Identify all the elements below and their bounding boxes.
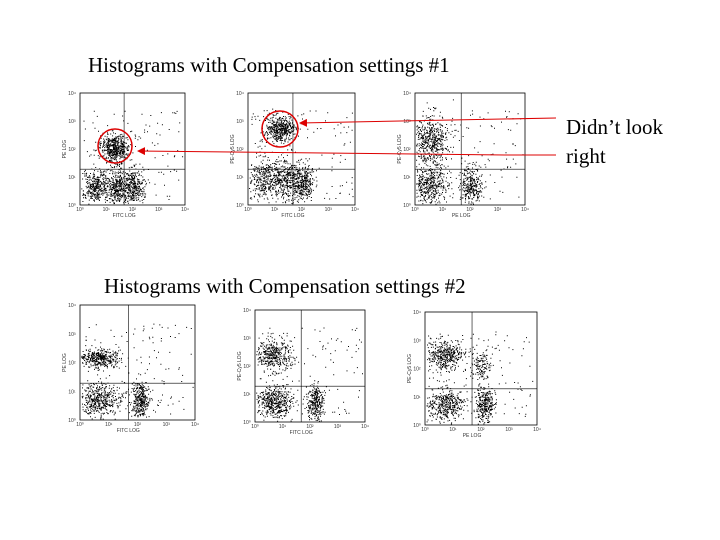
- y-axis-label: PE-Cy5 LOG: [230, 134, 236, 163]
- y-tick-label: 10⁰: [403, 203, 411, 209]
- events: [81, 110, 184, 205]
- x-tick-label: 10⁴: [181, 207, 189, 213]
- x-tick-label: 10⁰: [76, 207, 84, 213]
- x-tick-label: 10²: [306, 424, 314, 430]
- arrow: [299, 117, 557, 127]
- y-tick-label: 10⁴: [68, 91, 76, 97]
- y-tick-label: 10³: [68, 119, 76, 125]
- x-tick-label: 10²: [129, 207, 137, 213]
- plot-frame: [414, 92, 526, 206]
- x-tick-label: 10⁴: [351, 207, 359, 213]
- x-tick-label: 10¹: [105, 422, 113, 428]
- highlight-circle: [97, 128, 133, 164]
- annotation: Didn’t look: [566, 115, 664, 139]
- x-tick-label: 10⁰: [421, 427, 429, 433]
- x-tick-label: 10⁴: [191, 422, 199, 428]
- x-axis-label: FITC LOG: [290, 430, 313, 436]
- events: [426, 331, 534, 425]
- x-tick-label: 10⁰: [244, 207, 252, 213]
- x-tick-label: 10¹: [103, 207, 111, 213]
- x-tick-label: 10¹: [271, 207, 279, 213]
- y-tick-label: 10³: [403, 119, 411, 125]
- events: [249, 108, 354, 204]
- y-tick-label: 10³: [236, 119, 244, 125]
- y-tick-label: 10¹: [68, 175, 76, 181]
- y-tick-label: 10²: [243, 364, 251, 370]
- y-tick-label: 10³: [243, 336, 251, 342]
- highlight-circle: [261, 110, 299, 148]
- arrow: [137, 147, 556, 156]
- y-tick-label: 10⁴: [243, 308, 251, 314]
- x-tick-label: 10²: [477, 427, 485, 433]
- x-tick-label: 10³: [334, 424, 342, 430]
- y-axis-label: PE-Cy5 LOG: [397, 134, 403, 163]
- x-tick-label: 10⁰: [251, 424, 259, 430]
- y-tick-label: 10¹: [68, 389, 76, 395]
- y-tick-label: 10²: [403, 147, 411, 153]
- y-axis-label: PE LOG: [62, 140, 68, 159]
- x-axis-label: FITC LOG: [113, 213, 136, 219]
- y-tick-label: 10¹: [403, 175, 411, 181]
- y-tick-label: 10⁴: [68, 303, 76, 309]
- x-axis-label: FITC LOG: [117, 428, 140, 434]
- highlights: [97, 110, 557, 164]
- x-tick-label: 10³: [155, 207, 163, 213]
- y-tick-label: 10³: [68, 332, 76, 338]
- section-title: Histograms with Compensation settings #1: [88, 53, 450, 77]
- events: [81, 323, 194, 420]
- y-tick-label: 10²: [413, 367, 421, 373]
- x-tick-label: 10⁴: [521, 207, 529, 213]
- x-tick-label: 10³: [494, 207, 502, 213]
- x-tick-label: 10³: [163, 422, 171, 428]
- x-axis-label: PE LOG: [452, 213, 471, 219]
- x-tick-label: 10⁰: [76, 422, 84, 428]
- y-tick-label: 10⁴: [413, 310, 421, 316]
- y-tick-label: 10⁰: [243, 420, 251, 426]
- y-tick-label: 10⁰: [68, 203, 76, 209]
- x-tick-label: 10²: [298, 207, 306, 213]
- events: [256, 327, 363, 422]
- y-tick-label: 10⁰: [413, 423, 421, 429]
- y-tick-label: 10⁰: [68, 418, 76, 424]
- x-tick-label: 10³: [505, 427, 513, 433]
- x-tick-label: 10¹: [449, 427, 457, 433]
- x-tick-label: 10¹: [279, 424, 287, 430]
- x-tick-label: 10²: [466, 207, 474, 213]
- x-tick-label: 10⁴: [533, 427, 541, 433]
- y-tick-label: 10²: [68, 361, 76, 367]
- x-tick-label: 10⁴: [361, 424, 369, 430]
- y-tick-label: 10²: [68, 147, 76, 153]
- y-axis-label: PE LOG: [62, 353, 68, 372]
- x-tick-label: 10⁰: [411, 207, 419, 213]
- y-tick-label: 10³: [413, 338, 421, 344]
- x-axis-label: FITC LOG: [281, 213, 304, 219]
- x-axis-label: PE LOG: [463, 433, 482, 439]
- y-tick-label: 10⁴: [403, 91, 411, 97]
- y-axis-label: PE-Cy5 LOG: [407, 354, 413, 383]
- x-tick-label: 10¹: [439, 207, 447, 213]
- section-title: Histograms with Compensation settings #2: [104, 274, 466, 298]
- y-tick-label: 10²: [236, 147, 244, 153]
- annotation: right: [566, 144, 606, 168]
- x-tick-label: 10²: [134, 422, 142, 428]
- x-tick-label: 10³: [325, 207, 333, 213]
- y-axis-label: PE-Cy5 LOG: [237, 351, 243, 380]
- y-tick-label: 10⁴: [236, 91, 244, 97]
- y-tick-label: 10¹: [236, 175, 244, 181]
- events: [416, 99, 524, 205]
- y-tick-label: 10⁰: [236, 203, 244, 209]
- y-tick-label: 10¹: [413, 395, 421, 401]
- y-tick-label: 10¹: [243, 392, 251, 398]
